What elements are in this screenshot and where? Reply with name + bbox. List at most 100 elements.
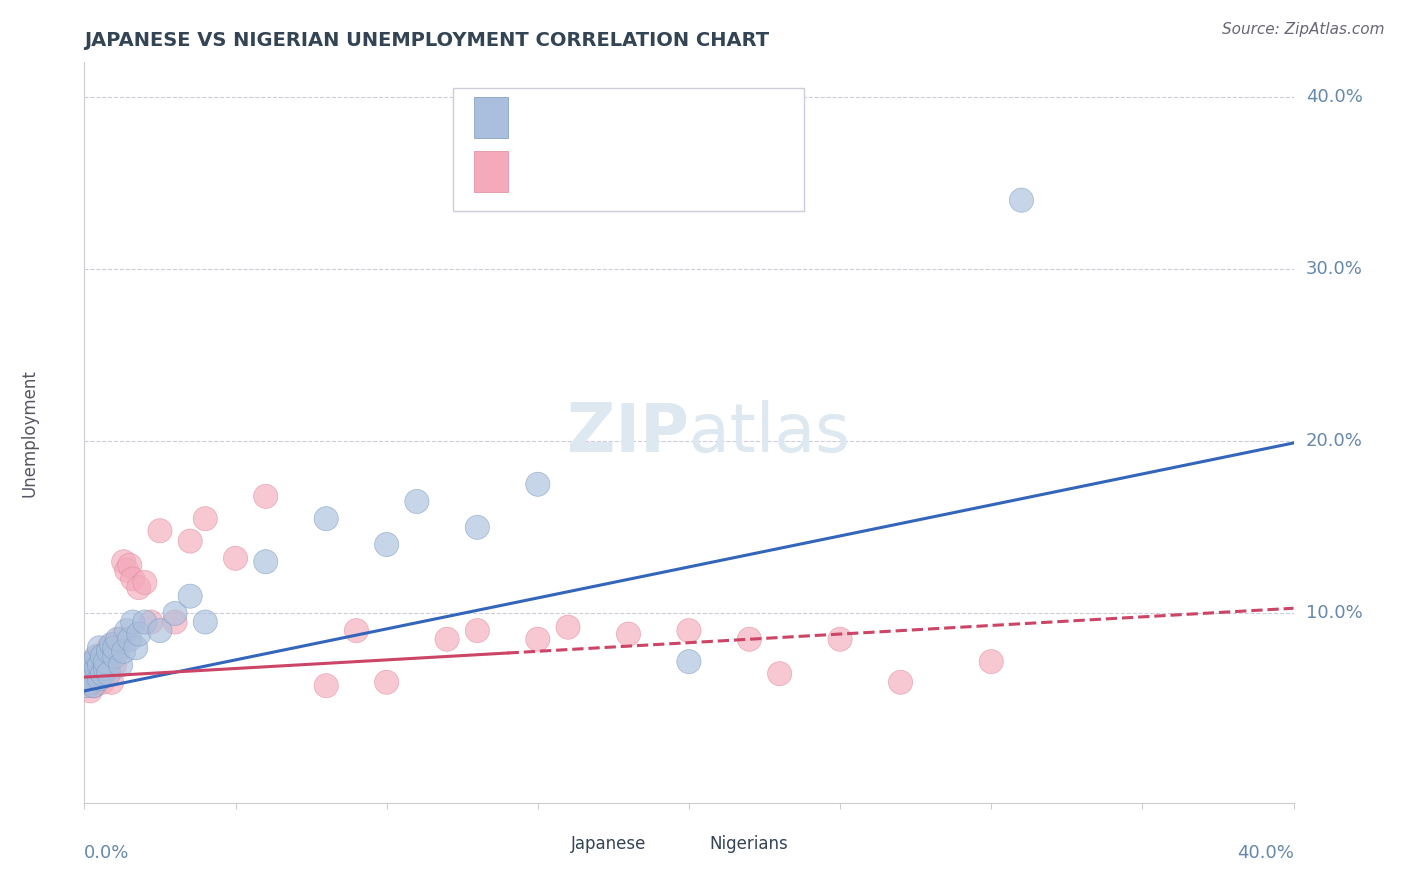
Ellipse shape: [374, 670, 399, 694]
Text: 40.0%: 40.0%: [1306, 88, 1362, 106]
Ellipse shape: [87, 653, 111, 677]
Ellipse shape: [163, 610, 187, 634]
Ellipse shape: [434, 627, 460, 651]
Ellipse shape: [90, 649, 115, 673]
Ellipse shape: [132, 570, 157, 594]
Ellipse shape: [148, 519, 172, 543]
Ellipse shape: [76, 670, 100, 694]
Ellipse shape: [79, 679, 103, 703]
Ellipse shape: [76, 658, 100, 682]
Ellipse shape: [124, 636, 148, 660]
Ellipse shape: [82, 662, 105, 686]
Ellipse shape: [82, 649, 105, 673]
Ellipse shape: [179, 529, 202, 553]
Ellipse shape: [108, 653, 132, 677]
Ellipse shape: [115, 558, 139, 582]
Ellipse shape: [526, 627, 550, 651]
Text: Japanese: Japanese: [571, 835, 645, 854]
Ellipse shape: [405, 490, 429, 514]
Ellipse shape: [374, 533, 399, 557]
Ellipse shape: [118, 553, 142, 577]
Text: 20.0%: 20.0%: [1306, 433, 1362, 450]
Ellipse shape: [108, 627, 132, 651]
Ellipse shape: [93, 662, 118, 686]
Text: Source: ZipAtlas.com: Source: ZipAtlas.com: [1222, 22, 1385, 37]
Ellipse shape: [84, 653, 108, 677]
Ellipse shape: [103, 636, 127, 660]
Ellipse shape: [105, 627, 129, 651]
Ellipse shape: [93, 653, 118, 677]
Ellipse shape: [616, 622, 641, 646]
Bar: [474, 152, 508, 192]
Ellipse shape: [97, 640, 121, 664]
Ellipse shape: [1010, 188, 1033, 212]
Ellipse shape: [828, 627, 852, 651]
Text: Nigerians: Nigerians: [710, 835, 789, 854]
Ellipse shape: [555, 615, 581, 640]
Ellipse shape: [93, 649, 118, 673]
Ellipse shape: [737, 627, 762, 651]
Ellipse shape: [465, 618, 489, 642]
Ellipse shape: [314, 507, 339, 531]
Ellipse shape: [84, 670, 108, 694]
Ellipse shape: [314, 673, 339, 698]
FancyBboxPatch shape: [453, 88, 804, 211]
Ellipse shape: [87, 636, 111, 660]
Ellipse shape: [979, 649, 1004, 673]
Text: 30.0%: 30.0%: [1306, 260, 1362, 278]
Ellipse shape: [676, 618, 702, 642]
Ellipse shape: [82, 673, 105, 698]
Ellipse shape: [97, 636, 121, 660]
Ellipse shape: [111, 640, 136, 664]
Ellipse shape: [127, 622, 150, 646]
Ellipse shape: [465, 516, 489, 540]
Ellipse shape: [84, 644, 108, 668]
Text: Unemployment: Unemployment: [21, 368, 39, 497]
Text: N = 54: N = 54: [659, 163, 727, 181]
Text: 0.0%: 0.0%: [84, 844, 129, 862]
Ellipse shape: [132, 610, 157, 634]
Ellipse shape: [90, 662, 115, 686]
Text: R =  0.516: R = 0.516: [522, 108, 619, 127]
Ellipse shape: [103, 644, 127, 668]
Ellipse shape: [97, 657, 121, 681]
Ellipse shape: [82, 673, 105, 698]
Ellipse shape: [179, 584, 202, 608]
Ellipse shape: [115, 618, 139, 642]
Text: 10.0%: 10.0%: [1306, 605, 1362, 623]
Ellipse shape: [79, 670, 103, 694]
Ellipse shape: [344, 618, 368, 642]
Ellipse shape: [526, 472, 550, 496]
Ellipse shape: [889, 670, 912, 694]
Ellipse shape: [100, 632, 124, 657]
Ellipse shape: [105, 640, 129, 664]
Ellipse shape: [87, 644, 111, 668]
Text: JAPANESE VS NIGERIAN UNEMPLOYMENT CORRELATION CHART: JAPANESE VS NIGERIAN UNEMPLOYMENT CORREL…: [84, 30, 769, 50]
Text: N = 42: N = 42: [659, 108, 727, 127]
Ellipse shape: [676, 649, 702, 673]
Ellipse shape: [121, 567, 145, 591]
Ellipse shape: [224, 546, 247, 570]
Ellipse shape: [193, 610, 218, 634]
Ellipse shape: [139, 610, 163, 634]
Text: R =  0.088: R = 0.088: [522, 163, 617, 181]
Text: ZIP: ZIP: [567, 400, 689, 466]
Ellipse shape: [768, 662, 792, 686]
Ellipse shape: [76, 673, 100, 698]
Ellipse shape: [76, 657, 100, 681]
Ellipse shape: [90, 644, 115, 668]
Ellipse shape: [97, 662, 121, 686]
Bar: [474, 97, 508, 138]
Ellipse shape: [163, 601, 187, 625]
Ellipse shape: [82, 662, 105, 686]
Ellipse shape: [193, 507, 218, 531]
Ellipse shape: [103, 632, 127, 657]
Ellipse shape: [87, 667, 111, 691]
Ellipse shape: [103, 653, 127, 677]
Ellipse shape: [82, 649, 105, 673]
Text: 40.0%: 40.0%: [1237, 844, 1294, 862]
Text: atlas: atlas: [689, 400, 849, 466]
Ellipse shape: [148, 618, 172, 642]
Bar: [671, 830, 697, 858]
Ellipse shape: [79, 662, 103, 686]
